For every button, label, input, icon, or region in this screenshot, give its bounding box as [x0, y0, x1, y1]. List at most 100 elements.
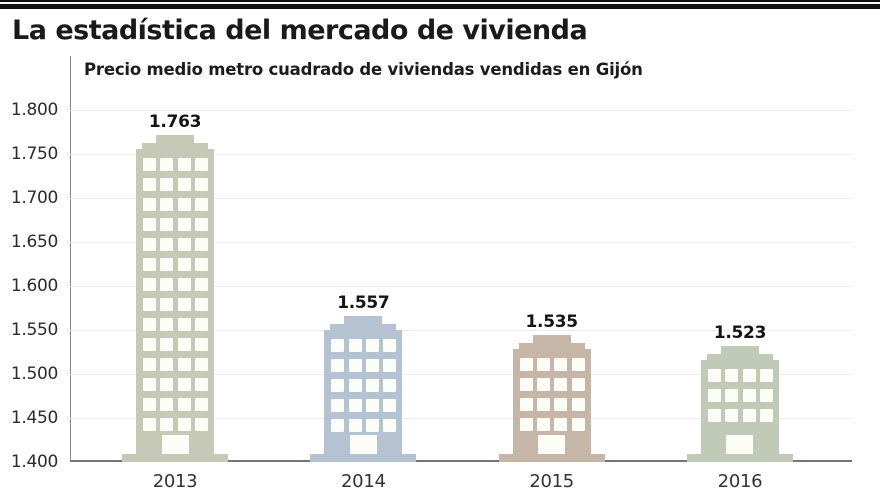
gridline [70, 109, 852, 111]
bar-value-label: 1.535 [525, 312, 579, 333]
y-tick-label: 1.800 [10, 100, 58, 120]
building-window [383, 398, 397, 412]
building-window [195, 257, 208, 271]
building-window [143, 157, 156, 171]
building-window [143, 177, 156, 191]
building-window [383, 378, 397, 392]
building-window [177, 237, 191, 251]
building-window [195, 297, 208, 311]
building-window [366, 418, 379, 432]
building-window [331, 358, 345, 372]
building-window [177, 377, 191, 391]
building-window [519, 358, 533, 372]
x-tick-label: 2014 [341, 471, 386, 492]
building-window [759, 408, 773, 422]
building-cap [156, 134, 194, 143]
building-window [160, 377, 174, 391]
building-window [160, 337, 174, 351]
building-window [519, 398, 533, 412]
building-window [143, 217, 156, 231]
gridline [70, 197, 852, 199]
bar-value-label: 1.523 [713, 322, 767, 343]
building-window [177, 297, 191, 311]
building-roof [518, 343, 585, 350]
y-tick-label: 1.450 [10, 408, 58, 428]
building-window [348, 338, 362, 352]
building-window [742, 388, 756, 402]
building-window [143, 297, 156, 311]
building-roof [330, 323, 397, 330]
building-cap [344, 315, 383, 324]
x-tick-label: 2016 [717, 471, 763, 492]
gridline [70, 373, 852, 375]
building-window [707, 368, 721, 382]
building-window [571, 378, 585, 392]
gridline [70, 241, 852, 243]
y-tick-label: 1.650 [10, 232, 58, 252]
building-window [348, 418, 362, 432]
building-window [177, 217, 191, 231]
building-window [759, 388, 773, 402]
building-window [195, 277, 208, 291]
building-window [195, 377, 208, 391]
building-window [383, 418, 397, 432]
building-window [554, 358, 568, 372]
building-window [160, 177, 174, 191]
y-tick-label: 1.750 [10, 144, 58, 164]
building-roof [706, 353, 773, 360]
building-window [177, 417, 191, 431]
building-window [725, 388, 739, 402]
building-window [554, 398, 568, 412]
building-window [536, 358, 550, 372]
x-tick-label: 2013 [152, 471, 198, 492]
building-roof [142, 142, 208, 149]
building-window [195, 337, 208, 351]
bar-value-label: 1.557 [337, 292, 390, 313]
building-window [331, 398, 345, 412]
building-window [177, 337, 191, 351]
building-window [571, 418, 585, 432]
building-window [725, 368, 739, 382]
building-window [143, 317, 156, 331]
top-rule-thin [0, 0, 880, 2]
building-window [571, 398, 585, 412]
building-window [143, 257, 156, 271]
chart-subtitle: Precio medio metro cuadrado de viviendas… [84, 60, 643, 79]
building-window [195, 417, 208, 431]
building-window [160, 357, 174, 371]
page-title: La estadística del mercado de vivienda [12, 15, 588, 46]
building-window [195, 197, 208, 211]
building-window [536, 398, 550, 412]
building-window [177, 177, 191, 191]
building-window [143, 357, 156, 371]
building-window [143, 277, 156, 291]
building-window [160, 277, 174, 291]
building-window [177, 277, 191, 291]
building-window [143, 197, 156, 211]
gridline [70, 329, 852, 331]
building-window [554, 418, 568, 432]
building-window [366, 338, 379, 352]
building-window [195, 357, 208, 371]
building-window [383, 338, 397, 352]
x-tick-label: 2015 [529, 471, 574, 492]
building-window [177, 197, 191, 211]
y-tick-label: 1.400 [10, 452, 58, 472]
building-window [195, 217, 208, 231]
building-window [160, 157, 174, 171]
building-window [571, 358, 585, 372]
building-window [143, 417, 156, 431]
building-window [160, 257, 174, 271]
building-window [177, 157, 191, 171]
building-window [143, 397, 156, 411]
building-base [310, 454, 417, 462]
building-window [348, 358, 362, 372]
building-base [122, 454, 228, 462]
building-window [742, 408, 756, 422]
building-window [160, 397, 174, 411]
building-window [366, 398, 379, 412]
building-window [160, 297, 174, 311]
building-door [726, 435, 754, 454]
building-window [519, 418, 533, 432]
